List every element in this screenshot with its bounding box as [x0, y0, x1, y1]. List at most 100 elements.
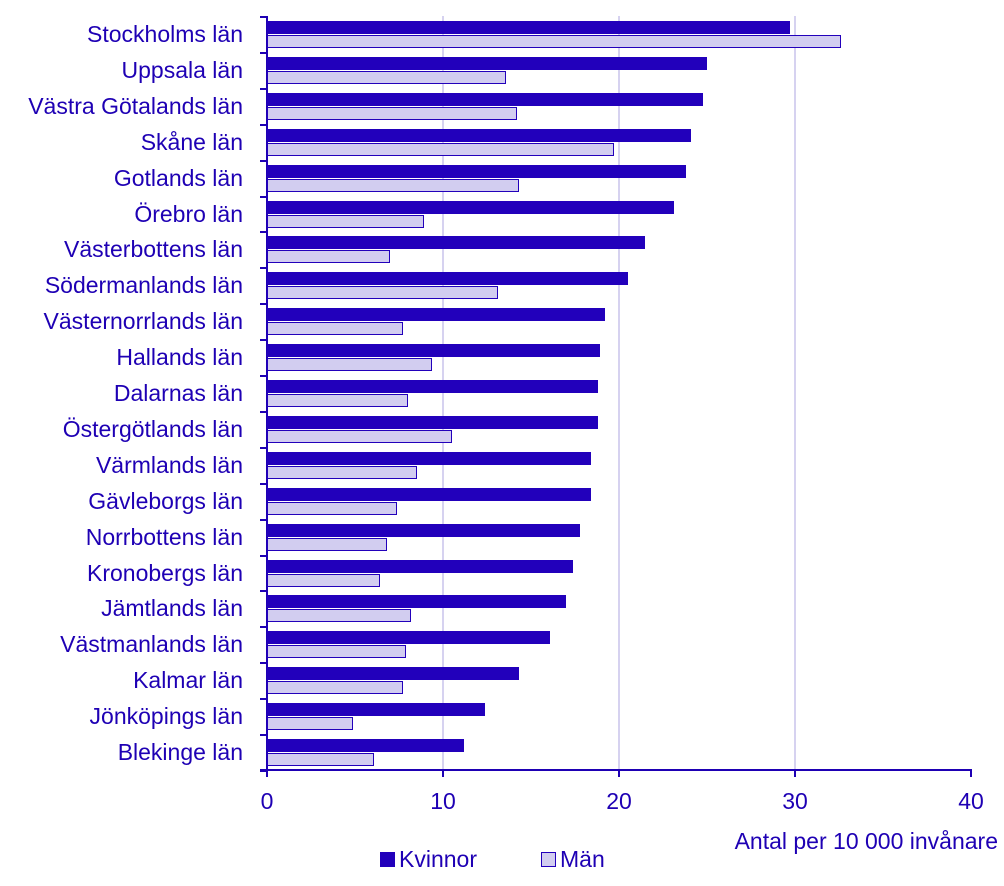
- y-tick: [260, 698, 267, 701]
- bar-man: [267, 106, 517, 120]
- y-tick: [260, 518, 267, 521]
- bar-kvinnor: [267, 595, 567, 609]
- bar-man: [267, 142, 614, 156]
- legend-label-man: Män: [560, 846, 605, 872]
- gridline: [618, 16, 620, 770]
- bar-man: [267, 214, 424, 228]
- bar-man: [267, 250, 391, 264]
- y-tick: [260, 159, 267, 162]
- y-axis: [266, 16, 268, 771]
- bar-kvinnor: [267, 344, 600, 358]
- y-tick: [260, 482, 267, 485]
- x-tick: [442, 770, 444, 777]
- bar-kvinnor: [267, 272, 628, 286]
- y-tick: [260, 410, 267, 413]
- y-tick: [260, 87, 267, 90]
- bar-kvinnor: [267, 451, 591, 465]
- bar-man: [267, 717, 354, 731]
- bar-kvinnor: [267, 559, 574, 573]
- gridline: [442, 16, 444, 770]
- bar-man: [267, 322, 403, 336]
- legend-swatch-man: [541, 852, 556, 867]
- y-tick: [260, 339, 267, 342]
- category-label: Örebro län: [134, 200, 243, 227]
- x-tick-label: 20: [606, 788, 632, 814]
- bar-man: [267, 645, 407, 659]
- bar-kvinnor: [267, 487, 591, 501]
- x-tick-label: 10: [430, 788, 456, 814]
- legend-item-man: Män: [541, 846, 605, 873]
- y-tick: [260, 626, 267, 629]
- category-label: Östergötlands län: [62, 415, 243, 442]
- bar-man: [267, 753, 375, 766]
- bar-kvinnor: [267, 56, 707, 70]
- x-tick: [266, 770, 268, 777]
- bar-man: [267, 286, 498, 300]
- y-tick: [260, 231, 267, 234]
- category-label: Västra Götalands län: [28, 92, 243, 119]
- category-label: Hallands län: [116, 344, 243, 371]
- category-label: Uppsala län: [121, 56, 243, 83]
- bar-kvinnor: [267, 236, 646, 250]
- bar-kvinnor: [267, 380, 598, 393]
- bar-man: [267, 70, 507, 84]
- y-tick: [260, 590, 267, 593]
- bar-kvinnor: [267, 631, 551, 645]
- y-tick: [260, 123, 267, 126]
- bar-kvinnor: [267, 703, 486, 717]
- category-label: Kalmar län: [133, 667, 243, 694]
- category-label: Kronobergs län: [87, 559, 243, 586]
- y-tick: [260, 554, 267, 557]
- legend-item-kvinnor: Kvinnor: [380, 846, 477, 873]
- bar-man: [267, 681, 403, 695]
- y-tick: [260, 16, 267, 18]
- y-tick: [260, 769, 267, 772]
- y-tick: [260, 446, 267, 449]
- category-label: Gotlands län: [113, 164, 243, 191]
- category-label: Stockholms län: [87, 21, 243, 47]
- bar-man: [267, 573, 380, 587]
- bar-man: [267, 394, 408, 407]
- category-label: Dalarnas län: [113, 380, 243, 406]
- x-axis-label: Antal per 10 000 invånare: [734, 828, 998, 854]
- gridline: [794, 16, 796, 770]
- category-label: Västerbottens län: [63, 236, 243, 263]
- bar-kvinnor: [267, 21, 790, 34]
- category-label: Blekinge län: [117, 739, 243, 765]
- category-label: Gävleborgs län: [88, 487, 243, 514]
- bar-man: [267, 465, 417, 479]
- bar-kvinnor: [267, 415, 598, 429]
- y-tick: [260, 662, 267, 665]
- category-label: Södermanlands län: [44, 272, 243, 299]
- legend-swatch-kvinnor: [380, 852, 395, 867]
- bar-man: [267, 178, 519, 192]
- x-tick-label: 40: [958, 788, 984, 814]
- bar-kvinnor: [267, 667, 519, 681]
- category-label: Västernorrlands län: [43, 308, 243, 335]
- bar-man: [267, 429, 452, 443]
- category-label: Jämtlands län: [101, 595, 243, 622]
- x-tick-label: 0: [260, 788, 274, 814]
- bar-kvinnor: [267, 200, 674, 214]
- x-tick: [794, 770, 796, 777]
- bar-kvinnor: [267, 308, 605, 322]
- category-label: Skåne län: [140, 128, 243, 155]
- bar-man: [267, 537, 387, 551]
- bar-kvinnor: [267, 523, 581, 537]
- legend-label-kvinnor: Kvinnor: [399, 846, 477, 872]
- bar-kvinnor: [267, 739, 465, 752]
- category-label: Västmanlands län: [60, 631, 243, 658]
- y-tick: [260, 375, 267, 377]
- category-label: Norrbottens län: [85, 523, 243, 550]
- y-tick: [260, 51, 267, 54]
- y-tick: [260, 267, 267, 270]
- bar-man: [267, 501, 398, 515]
- bar-kvinnor: [267, 128, 692, 142]
- bar-kvinnor: [267, 164, 686, 178]
- category-label: Värmlands län: [95, 451, 243, 478]
- x-axis: [260, 769, 972, 771]
- y-tick: [260, 734, 267, 736]
- category-label: Jönköpings län: [89, 703, 243, 730]
- x-tick: [970, 770, 972, 777]
